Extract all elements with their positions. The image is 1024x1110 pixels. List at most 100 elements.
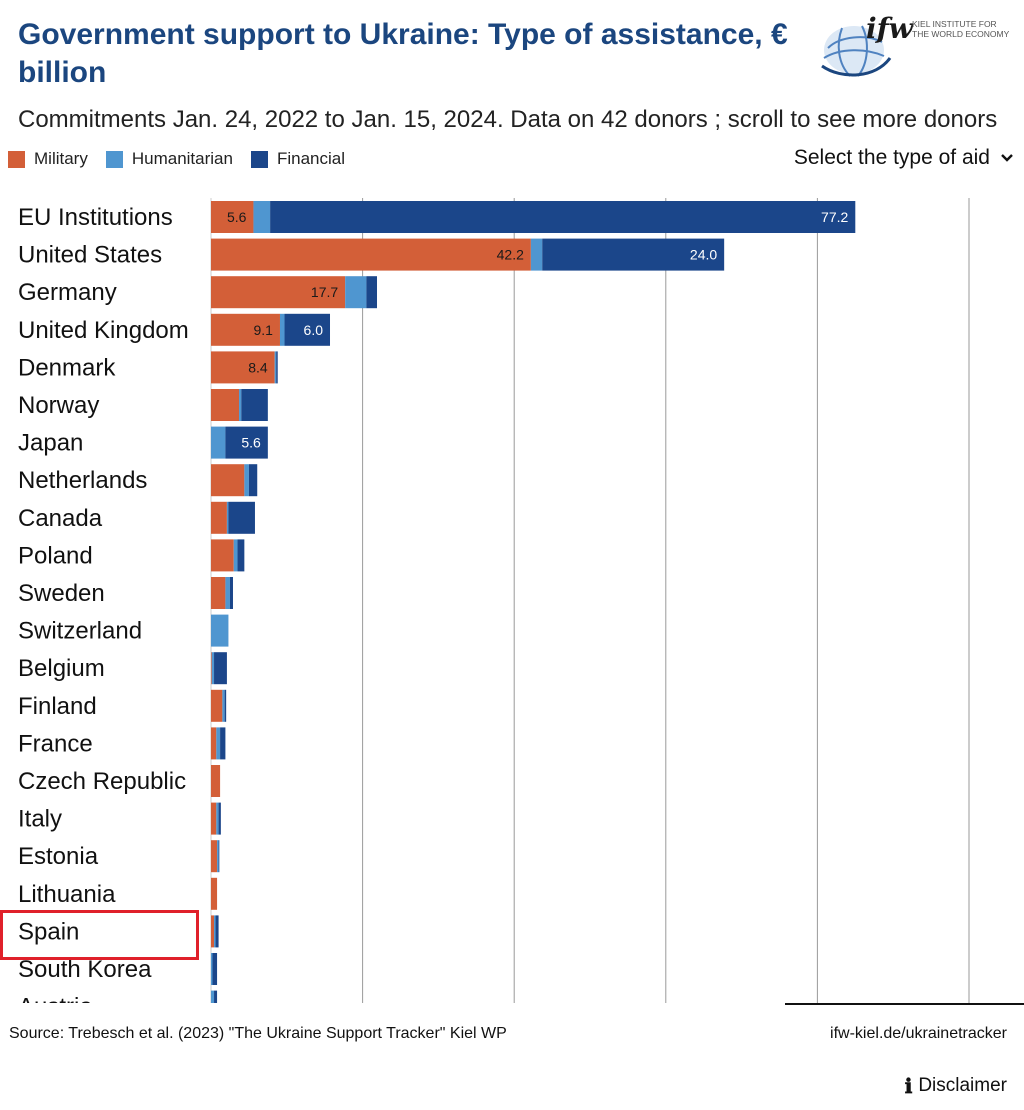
category-label: United States [18, 242, 162, 269]
category-label: Lithuania [18, 881, 116, 908]
bar-segment-military [211, 464, 245, 497]
bar-row[interactable]: Norway [18, 389, 268, 421]
legend-item-military[interactable]: Military [8, 149, 88, 169]
bar-segment-military [211, 802, 217, 835]
category-label: Norway [18, 392, 99, 419]
legend-swatch-humanitarian [105, 150, 123, 168]
tracker-link[interactable]: ifw-kiel.de/ukrainetracker [830, 1025, 1007, 1042]
bar-segment-financial [214, 990, 218, 1007]
aid-type-selector-label: Select the type of aid [793, 146, 990, 169]
data-label: 42.2 [497, 247, 524, 263]
category-label: South Korea [18, 956, 152, 983]
category-label: Czech Republic [18, 768, 186, 795]
bar-segment-humanitarian [233, 539, 238, 572]
bar-row[interactable]: Netherlands [18, 464, 258, 497]
bar-segment-military [211, 652, 212, 685]
bar-segment-financial [229, 577, 233, 609]
bar-row[interactable]: Canada [18, 501, 255, 534]
ifw-logo[interactable]: ifw KIEL INSTITUTE FOR THE WORLD ECONOMY [818, 8, 1018, 84]
bar-segment-financial [215, 915, 219, 948]
bar-row[interactable]: Estonia [18, 840, 220, 873]
disclaimer-button[interactable]: ℹ Disclaimer [905, 1074, 1007, 1098]
category-label: Germany [18, 279, 117, 306]
logo-line-2: THE WORLD ECONOMY [912, 29, 1010, 39]
bar-row[interactable]: United States 42.2 24.0 [18, 238, 725, 271]
bar-segment-humanitarian [216, 802, 219, 835]
bar-segment-humanitarian [211, 426, 226, 459]
bar-row[interactable]: United Kingdom 9.1 6.0 [18, 313, 331, 346]
bar-row[interactable]: Czech Republic [18, 765, 221, 797]
globe-icon: ifw KIEL INSTITUTE FOR THE WORLD ECONOMY [821, 12, 1010, 77]
legend-item-financial[interactable]: Financial [250, 149, 345, 169]
chart-title: Government support to Ukraine: Type of a… [18, 18, 788, 89]
legend-label: Humanitarian [131, 149, 233, 168]
bar-segment-military [211, 577, 226, 609]
bar-row[interactable]: Sweden [18, 577, 233, 609]
data-label: 5.6 [227, 209, 247, 225]
category-label: Belgium [18, 655, 105, 682]
category-label: Netherlands [18, 467, 147, 494]
source-note: Source: Trebesch et al. (2023) "The Ukra… [9, 1025, 507, 1042]
category-label: France [18, 730, 93, 757]
disclaimer-label: Disclaimer [918, 1075, 1007, 1096]
bar-row[interactable]: Belgium [18, 652, 227, 685]
bar-segment-financial [284, 313, 331, 346]
logo-mark: ifw [866, 12, 914, 45]
bar-segment-humanitarian [244, 464, 249, 497]
bar-row[interactable]: Spain [18, 915, 219, 948]
bar-row[interactable]: EU Institutions 5.6 77.2 [18, 201, 856, 233]
legend-label: Financial [276, 149, 345, 168]
bar-row[interactable]: Japan 5.6 [18, 426, 268, 459]
data-label: 9.1 [254, 322, 274, 338]
bar-segment-financial [276, 351, 278, 384]
bar-segment-military [211, 501, 227, 534]
bar-row[interactable]: Italy [18, 802, 221, 835]
category-label: Denmark [18, 354, 116, 381]
logo-line-1: KIEL INSTITUTE FOR [912, 19, 997, 29]
bar-segment-financial [220, 727, 226, 760]
bar-row[interactable]: Poland [18, 539, 245, 572]
bar-row[interactable]: Finland [18, 689, 227, 722]
bar-segment-military [211, 539, 234, 572]
bar-row[interactable]: South Korea [18, 953, 218, 985]
bar-segment-humanitarian [530, 238, 543, 271]
bar-segment-military [211, 877, 218, 910]
bar-row[interactable]: Germany 17.7 [18, 276, 378, 309]
bar-segment-financial [366, 276, 378, 309]
category-label: Canada [18, 505, 103, 532]
scroll-clip [0, 1003, 1024, 1007]
data-label: 6.0 [304, 322, 324, 338]
bar-segment-military [211, 915, 215, 948]
bar-row[interactable]: Lithuania [18, 877, 218, 910]
bar-segment-military [211, 276, 346, 309]
bar-segment-humanitarian [239, 389, 242, 421]
category-label: United Kingdom [18, 317, 189, 344]
bar-segment-humanitarian [211, 990, 215, 1007]
category-label: Finland [18, 693, 97, 720]
bar-segment-military [211, 351, 275, 384]
bar-segment-financial [218, 802, 221, 835]
bar-segment-humanitarian [217, 840, 219, 873]
bar-segment-humanitarian [274, 351, 277, 384]
data-label: 77.2 [821, 209, 848, 225]
bar-segment-humanitarian [211, 953, 213, 985]
bar-row[interactable]: France [18, 727, 226, 760]
bar-segment-humanitarian [211, 614, 229, 647]
category-label: Estonia [18, 843, 99, 870]
aid-type-selector[interactable]: Select the type of aid [794, 146, 1014, 170]
legend-item-humanitarian[interactable]: Humanitarian [105, 149, 233, 169]
bar-segment-financial [224, 689, 227, 722]
bar-segment-humanitarian [226, 501, 229, 534]
bar-segment-humanitarian [214, 915, 216, 948]
bar-segment-financial [212, 953, 218, 985]
bar-segment-military [211, 313, 280, 346]
bar-segment-military [211, 238, 531, 271]
bar-segment-financial [228, 501, 255, 534]
bar-segment-military [211, 727, 217, 760]
data-label: 8.4 [248, 359, 268, 375]
bar-segment-humanitarian [279, 313, 285, 346]
category-label: Italy [18, 806, 62, 833]
bar-segment-humanitarian [225, 577, 230, 609]
bar-row[interactable]: Denmark 8.4 [18, 351, 278, 384]
bar-row[interactable]: Switzerland [18, 614, 229, 647]
